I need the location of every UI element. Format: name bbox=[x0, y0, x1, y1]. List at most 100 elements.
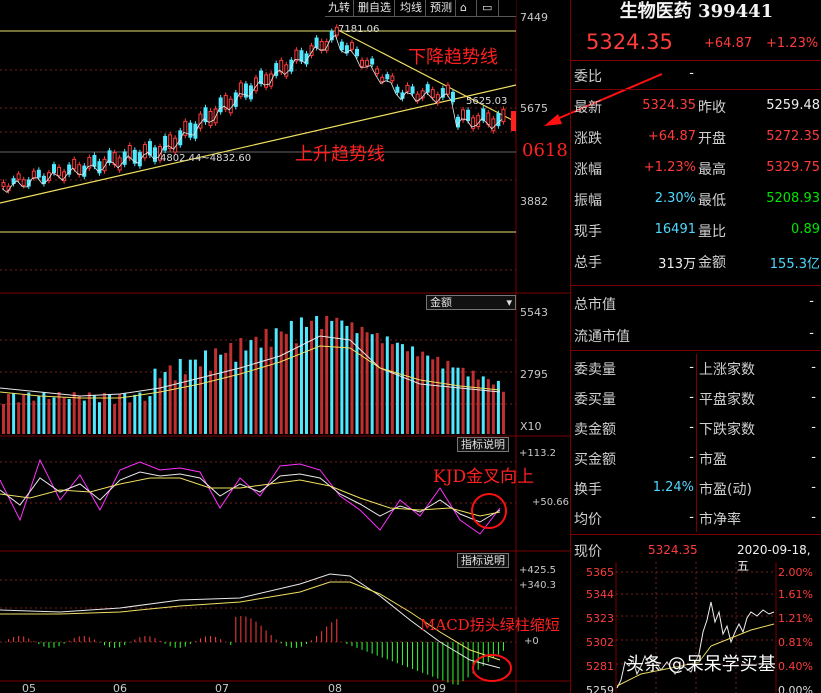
candle bbox=[405, 84, 410, 92]
x-tick-06: 06 bbox=[113, 682, 127, 693]
intraday-date: 2020-09-18,五 bbox=[737, 543, 811, 573]
volume-bar bbox=[461, 367, 465, 434]
candle bbox=[97, 161, 102, 174]
volume-bar bbox=[249, 340, 253, 434]
chevron-down-icon: ▾ bbox=[506, 296, 512, 309]
candle bbox=[208, 110, 213, 126]
total-cap-label: 总市值 bbox=[574, 297, 616, 313]
volume-bar bbox=[57, 392, 61, 434]
volume-bar bbox=[501, 391, 505, 434]
ma-button[interactable]: 均线 bbox=[397, 0, 426, 16]
quote-row-value: 5324.35 bbox=[642, 98, 696, 113]
candle bbox=[248, 85, 253, 100]
quote-row-value: 5272.35 bbox=[766, 129, 820, 144]
intraday-chart[interactable] bbox=[571, 562, 821, 693]
volume-bar bbox=[365, 332, 369, 434]
y-tick-5675: 5675 bbox=[520, 102, 548, 115]
y-tick-7449: 7449 bbox=[520, 11, 548, 24]
candle bbox=[380, 76, 385, 83]
volume-bar bbox=[289, 320, 293, 434]
quote-row-label: 最高 bbox=[698, 162, 726, 178]
volume-bar bbox=[284, 333, 288, 434]
candle bbox=[289, 59, 294, 72]
forecast-button[interactable]: 预测 bbox=[427, 0, 456, 16]
volume-bar bbox=[17, 402, 21, 434]
candle bbox=[117, 157, 122, 171]
candle bbox=[77, 164, 82, 176]
stat-label: 均价 bbox=[574, 512, 602, 528]
volume-bar bbox=[214, 348, 218, 434]
intraday-price: 5324.35 bbox=[648, 543, 698, 557]
stat-value: - bbox=[811, 420, 816, 435]
volume-bar bbox=[239, 338, 243, 434]
intraday-right-tick: 1.61% bbox=[778, 588, 813, 601]
volume-bar bbox=[264, 328, 268, 434]
x-tick-07: 07 bbox=[215, 682, 229, 693]
volume-bar bbox=[178, 358, 182, 434]
volume-bar bbox=[360, 326, 364, 434]
volume-bar bbox=[269, 346, 273, 434]
intraday-left-tick: 5259 bbox=[586, 684, 614, 693]
stat-label: 买金额 bbox=[574, 452, 616, 468]
candle bbox=[264, 74, 269, 88]
volume-bar bbox=[441, 368, 445, 434]
total-cap-value: - bbox=[809, 294, 814, 309]
stat-label: 换手 bbox=[574, 482, 602, 498]
candle bbox=[31, 170, 36, 179]
volume-bar bbox=[390, 344, 394, 434]
candle bbox=[57, 166, 62, 177]
window-icon[interactable]: ▭ bbox=[479, 0, 499, 16]
candle bbox=[329, 31, 334, 41]
candle bbox=[142, 144, 147, 159]
volume-bar bbox=[431, 359, 435, 434]
volume-bar bbox=[355, 333, 359, 434]
stat-label: 委买量 bbox=[574, 392, 616, 408]
candle bbox=[501, 108, 506, 123]
volume-bar bbox=[325, 316, 329, 434]
quote-row-value: 16491 bbox=[654, 222, 696, 237]
candle bbox=[440, 88, 445, 98]
volume-bar bbox=[72, 392, 76, 434]
volume-bar bbox=[406, 351, 409, 434]
volume-bar bbox=[77, 396, 81, 434]
weibi-label: 委比 bbox=[574, 69, 602, 85]
quote-row-value: +1.23% bbox=[643, 160, 696, 175]
vol-tick-2795: 2795 bbox=[520, 368, 548, 381]
macd-indicator-help-button[interactable]: 指标说明 bbox=[457, 553, 509, 568]
candle bbox=[471, 117, 476, 129]
volume-bar bbox=[466, 376, 470, 434]
candle bbox=[259, 70, 264, 85]
volume-bar bbox=[153, 368, 157, 434]
volume-bar bbox=[27, 392, 31, 434]
nine-turn-button[interactable]: 九转 bbox=[325, 0, 354, 16]
volume-bar bbox=[310, 320, 314, 434]
stat-value: - bbox=[811, 450, 816, 465]
candle bbox=[425, 84, 430, 93]
lock-icon[interactable]: ⌂ bbox=[457, 0, 477, 16]
kline-chart[interactable] bbox=[0, 0, 570, 693]
volume-bar bbox=[456, 367, 460, 434]
volume-bar bbox=[123, 393, 127, 434]
candle bbox=[390, 75, 395, 82]
candle bbox=[36, 169, 41, 178]
remove-watchlist-button[interactable]: 删自选 bbox=[355, 0, 395, 16]
quote-row-value: 2.30% bbox=[654, 191, 696, 206]
candle bbox=[233, 92, 238, 107]
candle bbox=[370, 58, 375, 65]
candle bbox=[183, 120, 188, 136]
kdj-indicator-help-button[interactable]: 指标说明 bbox=[457, 437, 509, 452]
x-tick-09: 09 bbox=[432, 682, 446, 693]
volume-bar bbox=[7, 393, 11, 434]
macd-tick-second: +340.3 bbox=[519, 580, 557, 591]
candle bbox=[410, 86, 415, 94]
candle bbox=[355, 48, 359, 57]
volume-bar bbox=[97, 402, 101, 434]
mid-price-label: 5625.03 bbox=[466, 96, 508, 107]
volume-bar bbox=[385, 336, 389, 434]
volume-bar bbox=[274, 328, 278, 434]
volume-metric-dropdown[interactable]: 金额 ▾ bbox=[426, 295, 516, 310]
quote-row-label: 现手 bbox=[574, 224, 602, 240]
volume-bar bbox=[128, 402, 132, 434]
macd-tick-zero: +0 bbox=[524, 636, 539, 647]
volume-bar bbox=[299, 317, 303, 434]
